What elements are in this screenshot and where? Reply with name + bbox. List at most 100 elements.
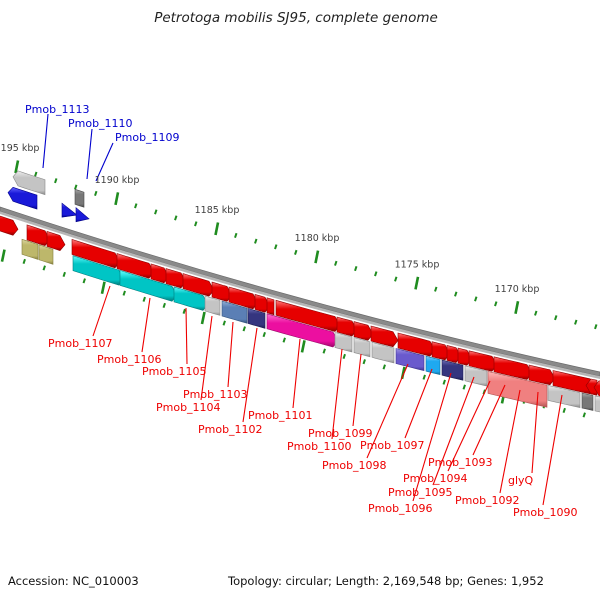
scale-tick-minor xyxy=(334,260,338,266)
leader-line xyxy=(42,113,49,169)
leader-line xyxy=(366,363,409,459)
scale-tick-minor xyxy=(594,324,598,330)
scale-tick-major xyxy=(114,192,120,206)
gene-label: Pmob_1098 xyxy=(322,459,387,472)
leader-line xyxy=(499,389,521,494)
scale-tick-minor xyxy=(442,379,446,385)
gene-arrow-lightgray[interactable] xyxy=(547,385,581,408)
leader-line xyxy=(141,297,151,353)
scale-tick-minor xyxy=(582,412,586,418)
scale-tick-minor xyxy=(154,209,158,215)
scale-tick-minor xyxy=(234,232,238,239)
gene-arrow-red[interactable] xyxy=(46,230,66,251)
scale-tick-minor xyxy=(362,359,366,365)
gene-arrow-lightgray[interactable] xyxy=(594,395,600,415)
gene-arrow-lightgray[interactable] xyxy=(334,332,353,353)
chart-title: Petrotoga mobilis SJ95, complete genome xyxy=(154,10,438,26)
gene-arrow-darkslate[interactable] xyxy=(441,359,464,381)
scale-tick-minor xyxy=(54,178,58,184)
leader-line xyxy=(472,384,506,456)
gene-arrow-darkslate[interactable] xyxy=(247,307,266,329)
gene-label: Pmob_1102 xyxy=(198,423,263,436)
gene-arrow-lightgray[interactable] xyxy=(464,365,488,387)
gene-label: Pmob_1092 xyxy=(455,494,520,507)
scale-tick-minor xyxy=(434,286,438,292)
gene-arrow-red[interactable] xyxy=(528,364,556,386)
accession-text: Accession: NC_010003 xyxy=(8,574,139,588)
kbp-label: 1180 kbp xyxy=(295,233,340,244)
scale-tick-layer xyxy=(0,160,598,418)
gene-arrow-gray[interactable] xyxy=(581,392,594,411)
leader-line xyxy=(331,348,343,440)
scale-tick-major xyxy=(314,250,320,264)
gene-arrow-steelblue[interactable] xyxy=(221,300,248,324)
scale-tick-minor xyxy=(242,326,246,332)
gene-arrow-red[interactable] xyxy=(266,297,275,316)
scale-tick-minor xyxy=(174,215,178,221)
scale-tick-minor xyxy=(282,337,286,343)
gene-arrow-lightgray[interactable] xyxy=(204,295,221,316)
gene-label: Pmob_1103 xyxy=(183,388,248,401)
gene-arrow-khaki[interactable] xyxy=(38,244,54,265)
gene-arrow-lightgray[interactable] xyxy=(12,170,46,196)
gene-arrow-salmon[interactable] xyxy=(487,371,548,408)
leader-line xyxy=(352,353,362,427)
scale-tick-minor xyxy=(462,384,466,390)
scale-tick-minor xyxy=(42,265,46,271)
gene-label: Pmob_1107 xyxy=(48,337,113,350)
leader-line xyxy=(542,394,563,506)
gene-arrow-red[interactable] xyxy=(0,213,19,236)
scale-tick-major xyxy=(200,311,206,325)
gene-label: Pmob_1104 xyxy=(156,401,221,414)
scale-tick-minor xyxy=(574,319,578,325)
leader-line xyxy=(227,321,234,388)
scale-tick-minor xyxy=(182,308,186,314)
gene-arrow-blue[interactable] xyxy=(61,202,78,218)
scale-tick-major xyxy=(414,276,420,290)
gene-arrow-blue[interactable] xyxy=(7,186,38,210)
scale-tick-major xyxy=(100,281,106,295)
kbp-label: 1190 kbp xyxy=(95,175,140,186)
leader-line xyxy=(200,315,213,401)
scale-tick-minor xyxy=(422,374,426,380)
leader-line xyxy=(432,376,475,486)
leader-line xyxy=(412,372,452,502)
gene-label: glyQ xyxy=(508,474,534,487)
scale-tick-major xyxy=(300,340,306,353)
gene-label: Pmob_1095 xyxy=(388,486,453,499)
gene-layer xyxy=(0,170,600,415)
scale-tick-minor xyxy=(162,302,166,308)
scale-tick-minor xyxy=(194,221,198,227)
gene-arrow-red[interactable] xyxy=(585,378,598,396)
gene-label: Pmob_1093 xyxy=(428,456,493,469)
kbp-label: 1185 kbp xyxy=(195,205,240,216)
leader-line xyxy=(92,285,111,337)
scale-tick-minor xyxy=(142,296,146,302)
leader-line xyxy=(404,368,433,439)
scale-tick-minor xyxy=(222,320,226,326)
gene-arrow-red[interactable] xyxy=(593,380,600,399)
scale-tick-minor xyxy=(82,278,86,284)
backbone-track-layer xyxy=(0,206,600,379)
gene-arrow-red[interactable] xyxy=(353,321,374,341)
scale-tick-minor xyxy=(342,353,346,359)
scale-tick-minor xyxy=(322,348,326,354)
scale-tick-minor xyxy=(294,249,298,255)
gene-arrow-purple[interactable] xyxy=(395,348,425,371)
gene-arrow-lightgray[interactable] xyxy=(371,341,395,364)
gene-arrow-skyblue[interactable] xyxy=(425,355,441,375)
gene-arrow-khaki[interactable] xyxy=(21,238,39,260)
gene-arrow-lightgray[interactable] xyxy=(353,337,371,358)
gene-arrow-gray[interactable] xyxy=(74,188,85,208)
gene-label: Pmob_1099 xyxy=(308,427,373,440)
scale-tick-minor xyxy=(374,271,378,277)
gene-arrow-blue[interactable] xyxy=(75,207,90,223)
scale-tick-minor xyxy=(394,276,398,282)
scale-tick-minor xyxy=(134,203,138,209)
gene-label: Pmob_1105 xyxy=(142,365,207,378)
scale-tick-minor xyxy=(254,238,258,244)
gene-arrow-red[interactable] xyxy=(182,273,215,297)
gene-arrow-red[interactable] xyxy=(370,325,399,348)
